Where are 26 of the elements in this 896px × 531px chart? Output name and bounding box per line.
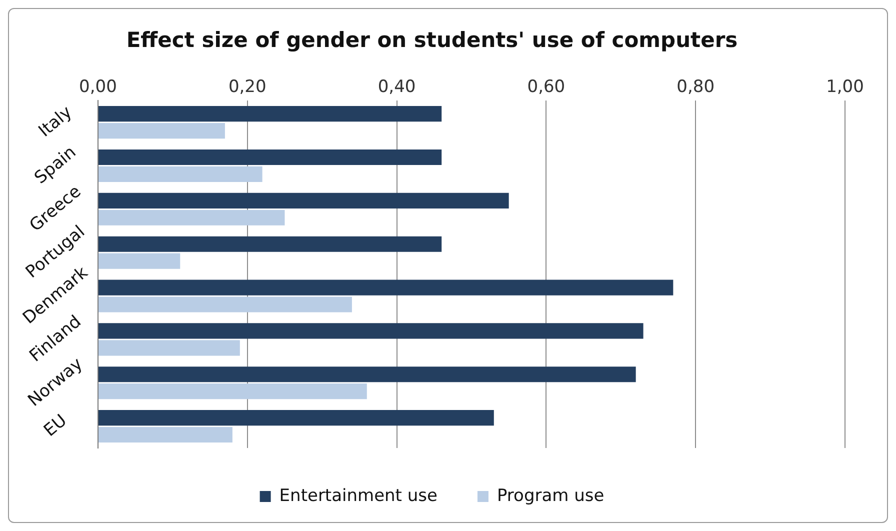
bar <box>98 366 636 382</box>
bar <box>98 106 442 122</box>
bar <box>98 166 262 182</box>
bar <box>98 280 674 296</box>
x-tick-label: 0,40 <box>378 76 416 97</box>
y-tick-label: EU <box>40 410 71 441</box>
bar <box>98 410 494 426</box>
legend-label: Program use <box>496 486 604 506</box>
bar <box>98 210 285 226</box>
bar <box>98 426 232 443</box>
legend-label: Entertainment use <box>279 486 438 506</box>
bar <box>98 323 644 339</box>
x-tick-label: 0,20 <box>228 76 266 97</box>
bar <box>98 340 240 356</box>
chart-title: Effect size of gender on students' use of computers <box>126 28 738 52</box>
bar <box>98 236 442 252</box>
bar <box>98 149 442 166</box>
bar <box>98 122 225 139</box>
x-tick-label: 0,60 <box>527 76 566 97</box>
bar <box>98 384 367 400</box>
bar <box>98 192 509 208</box>
bar <box>98 253 180 269</box>
bar <box>98 296 352 312</box>
x-tick-label: 1,00 <box>826 76 864 97</box>
x-tick-label: 0,80 <box>676 76 715 97</box>
x-tick-label: 0,00 <box>79 76 117 97</box>
